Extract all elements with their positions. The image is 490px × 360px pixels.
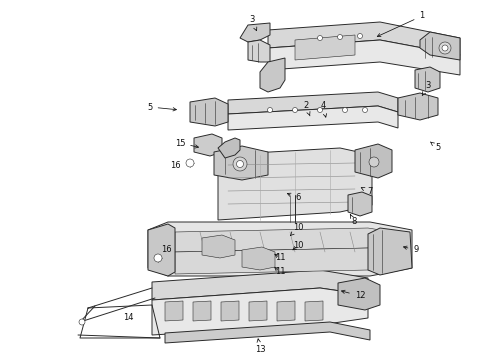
- Circle shape: [233, 157, 247, 171]
- Polygon shape: [175, 248, 405, 274]
- Polygon shape: [268, 40, 460, 75]
- Polygon shape: [260, 58, 285, 92]
- Polygon shape: [228, 106, 398, 130]
- Circle shape: [293, 108, 297, 112]
- Polygon shape: [415, 67, 440, 92]
- Polygon shape: [152, 288, 368, 335]
- Polygon shape: [420, 32, 460, 60]
- Text: 4: 4: [320, 102, 327, 117]
- Text: 10: 10: [293, 242, 303, 251]
- Circle shape: [439, 42, 451, 54]
- Text: 11: 11: [275, 267, 285, 276]
- Text: 7: 7: [361, 188, 373, 197]
- Text: 15: 15: [175, 139, 198, 148]
- Circle shape: [154, 254, 162, 262]
- Polygon shape: [194, 134, 222, 156]
- Circle shape: [369, 157, 379, 167]
- Polygon shape: [202, 235, 235, 258]
- Polygon shape: [398, 93, 438, 120]
- Text: 3: 3: [249, 15, 257, 31]
- Polygon shape: [214, 146, 268, 180]
- Polygon shape: [152, 270, 368, 300]
- Circle shape: [338, 35, 343, 40]
- Text: 6: 6: [287, 193, 301, 202]
- Polygon shape: [277, 301, 295, 321]
- Polygon shape: [218, 148, 372, 220]
- Polygon shape: [190, 98, 228, 126]
- Circle shape: [318, 108, 322, 112]
- Text: 2: 2: [303, 102, 310, 116]
- Polygon shape: [248, 40, 270, 62]
- Text: 8: 8: [350, 215, 357, 226]
- Polygon shape: [165, 322, 370, 343]
- Circle shape: [268, 108, 272, 112]
- Polygon shape: [193, 301, 211, 321]
- Text: 5: 5: [147, 103, 176, 112]
- Polygon shape: [175, 228, 405, 252]
- Text: 5: 5: [430, 142, 441, 153]
- Circle shape: [358, 33, 363, 39]
- Text: 9: 9: [404, 246, 418, 255]
- Circle shape: [442, 45, 448, 51]
- Text: 3: 3: [422, 81, 431, 96]
- Polygon shape: [338, 278, 380, 310]
- Polygon shape: [221, 301, 239, 321]
- Text: 11: 11: [275, 253, 285, 262]
- Circle shape: [343, 108, 347, 112]
- Polygon shape: [240, 23, 270, 42]
- Polygon shape: [165, 301, 183, 321]
- Polygon shape: [295, 35, 355, 60]
- Polygon shape: [268, 22, 460, 55]
- Text: 12: 12: [342, 290, 365, 301]
- Polygon shape: [218, 138, 240, 158]
- Text: 14: 14: [123, 314, 133, 323]
- Polygon shape: [228, 92, 398, 114]
- Text: 10: 10: [291, 224, 303, 235]
- Text: 13: 13: [255, 339, 265, 355]
- Circle shape: [318, 36, 322, 40]
- Text: 16: 16: [161, 246, 171, 255]
- Polygon shape: [305, 301, 323, 321]
- Circle shape: [237, 161, 244, 167]
- Polygon shape: [368, 228, 412, 275]
- Circle shape: [363, 108, 368, 112]
- Circle shape: [79, 319, 85, 325]
- Polygon shape: [249, 301, 267, 321]
- Text: 16: 16: [170, 161, 180, 170]
- Text: 1: 1: [377, 12, 425, 37]
- Polygon shape: [348, 192, 372, 216]
- Polygon shape: [242, 247, 275, 270]
- Circle shape: [186, 159, 194, 167]
- Polygon shape: [148, 224, 175, 276]
- Polygon shape: [148, 222, 412, 276]
- Polygon shape: [355, 144, 392, 178]
